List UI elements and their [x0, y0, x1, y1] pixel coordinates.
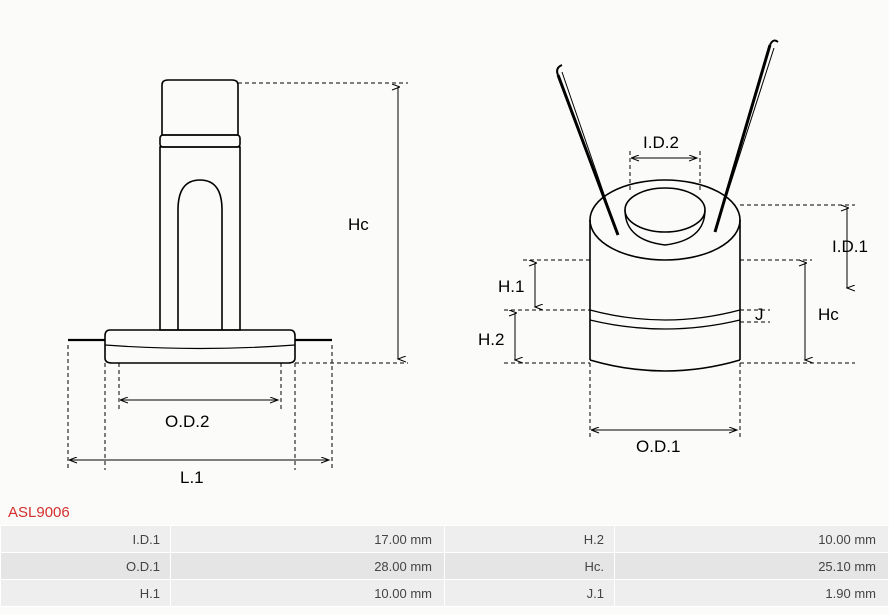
spec-value: 28.00 mm [171, 553, 445, 580]
label-id1: I.D.1 [832, 237, 868, 256]
spec-value: 10.00 mm [171, 580, 445, 607]
table-row: H.1 10.00 mm J.1 1.90 mm [1, 580, 889, 607]
spec-label: H.1 [1, 580, 171, 607]
label-hc-right: Hc [818, 305, 839, 324]
label-id2: I.D.2 [643, 133, 679, 152]
spec-label: Hc. [445, 553, 615, 580]
spec-value: 10.00 mm [615, 526, 889, 553]
spec-label: H.2 [445, 526, 615, 553]
label-od2: O.D.2 [165, 412, 209, 431]
spec-label: J.1 [445, 580, 615, 607]
label-l1: L.1 [180, 468, 204, 487]
spec-value: 17.00 mm [171, 526, 445, 553]
right-view [557, 41, 778, 371]
spec-value: 25.10 mm [615, 553, 889, 580]
label-j: J [755, 305, 764, 324]
label-h1: H.1 [498, 277, 524, 296]
diagram-svg: Hc O.D.2 L.1 [0, 0, 889, 500]
spec-table: I.D.1 17.00 mm H.2 10.00 mm O.D.1 28.00 … [0, 525, 889, 607]
table-row: I.D.1 17.00 mm H.2 10.00 mm [1, 526, 889, 553]
spec-label: O.D.1 [1, 553, 171, 580]
left-view [68, 80, 332, 363]
label-od1: O.D.1 [636, 437, 680, 456]
table-row: O.D.1 28.00 mm Hc. 25.10 mm [1, 553, 889, 580]
label-hc-left: Hc [348, 215, 369, 234]
label-h2: H.2 [478, 330, 504, 349]
spec-value: 1.90 mm [615, 580, 889, 607]
technical-diagram: Hc O.D.2 L.1 [0, 0, 889, 500]
spec-label: I.D.1 [1, 526, 171, 553]
part-number: ASL9006 [0, 500, 889, 525]
